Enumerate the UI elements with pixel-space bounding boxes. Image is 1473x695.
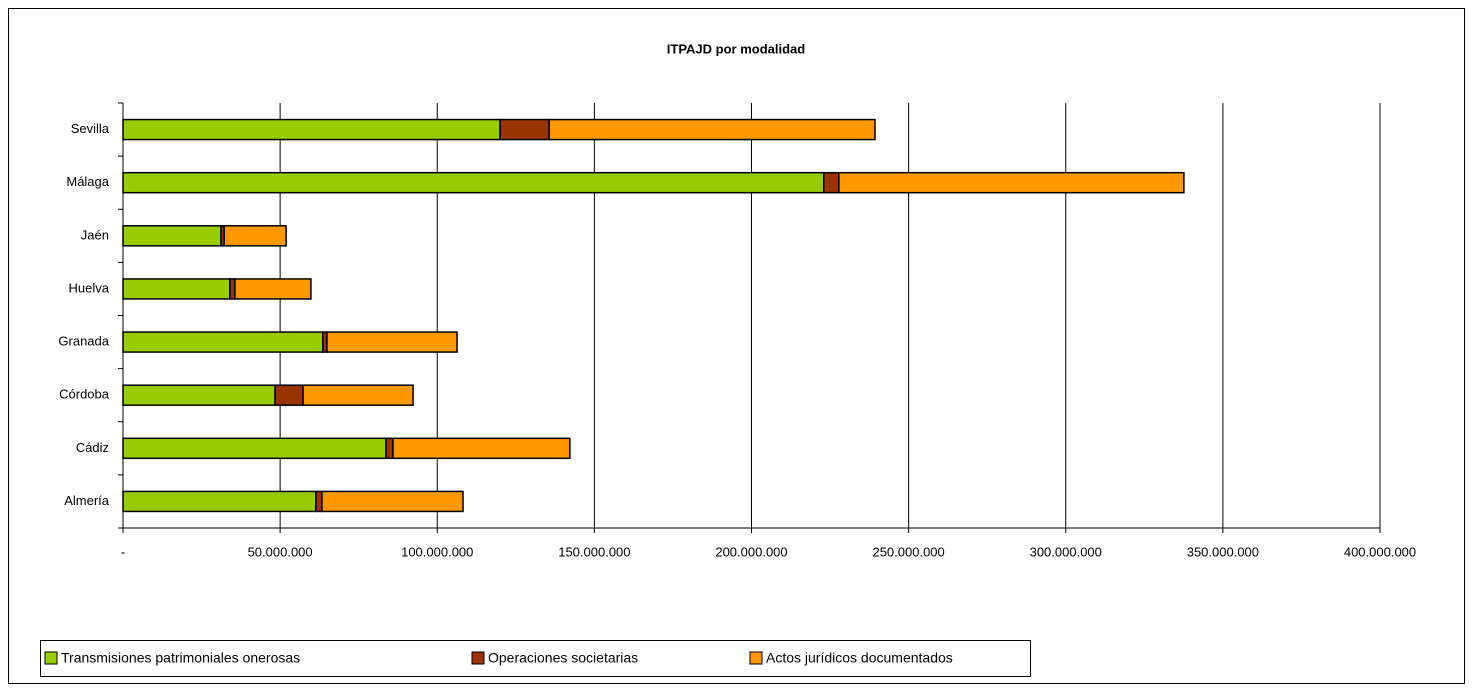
y-tick-label: Granada [58,334,109,349]
x-tick-label: 50.000.000 [248,544,313,559]
bar-segment [385,437,394,460]
bar-segment [274,384,304,406]
y-tick-label: Almería [64,493,110,508]
legend-swatch [471,651,485,665]
bar-segment [223,225,287,247]
legend-label: Actos jurídicos documentados [766,650,953,666]
legend-label: Operaciones societarias [488,650,638,666]
x-tick-label: 200.000.000 [715,544,787,559]
y-tick-label: Jaén [81,227,109,242]
bar-segment [392,437,571,460]
bar-segment [838,171,1185,194]
bar-segment [499,118,550,141]
bar-segment [122,225,222,247]
bar-segment [122,118,501,141]
x-tick-label: 150.000.000 [558,544,630,559]
y-tick-label: Cádiz [76,440,109,455]
x-tick-label: 350.000.000 [1187,544,1259,559]
x-tick-label: 100.000.000 [401,544,473,559]
legend-label: Transmisiones patrimoniales onerosas [61,650,300,666]
chart-title: ITPAJD por modalidad [667,41,805,56]
bar-segment [548,118,876,141]
y-tick-label: Huelva [69,280,110,295]
x-tick-label: 250.000.000 [872,544,944,559]
bar-segment [122,331,324,353]
bar-segment [122,278,231,300]
y-tick-label: Málaga [66,174,109,189]
bar-segment [122,171,825,194]
x-tick-label: 400.000.000 [1344,544,1416,559]
bar-segment [321,490,464,513]
legend-box [40,640,1031,677]
bar-segment [122,437,387,460]
bar-segment [302,384,414,406]
y-tick-label: Sevilla [71,121,110,136]
bar-segment [122,490,317,513]
x-tick-label: - [121,544,125,559]
x-tick-label: 300.000.000 [1030,544,1102,559]
bar-segment [315,490,323,513]
legend-swatch [44,651,58,665]
bar-segment [234,278,312,300]
bar-segment [823,171,840,194]
bar-segment [326,331,458,353]
y-tick-label: Córdoba [59,387,110,402]
legend-swatch [749,651,763,665]
bar-segment [229,278,236,300]
bar-segment [122,384,276,406]
